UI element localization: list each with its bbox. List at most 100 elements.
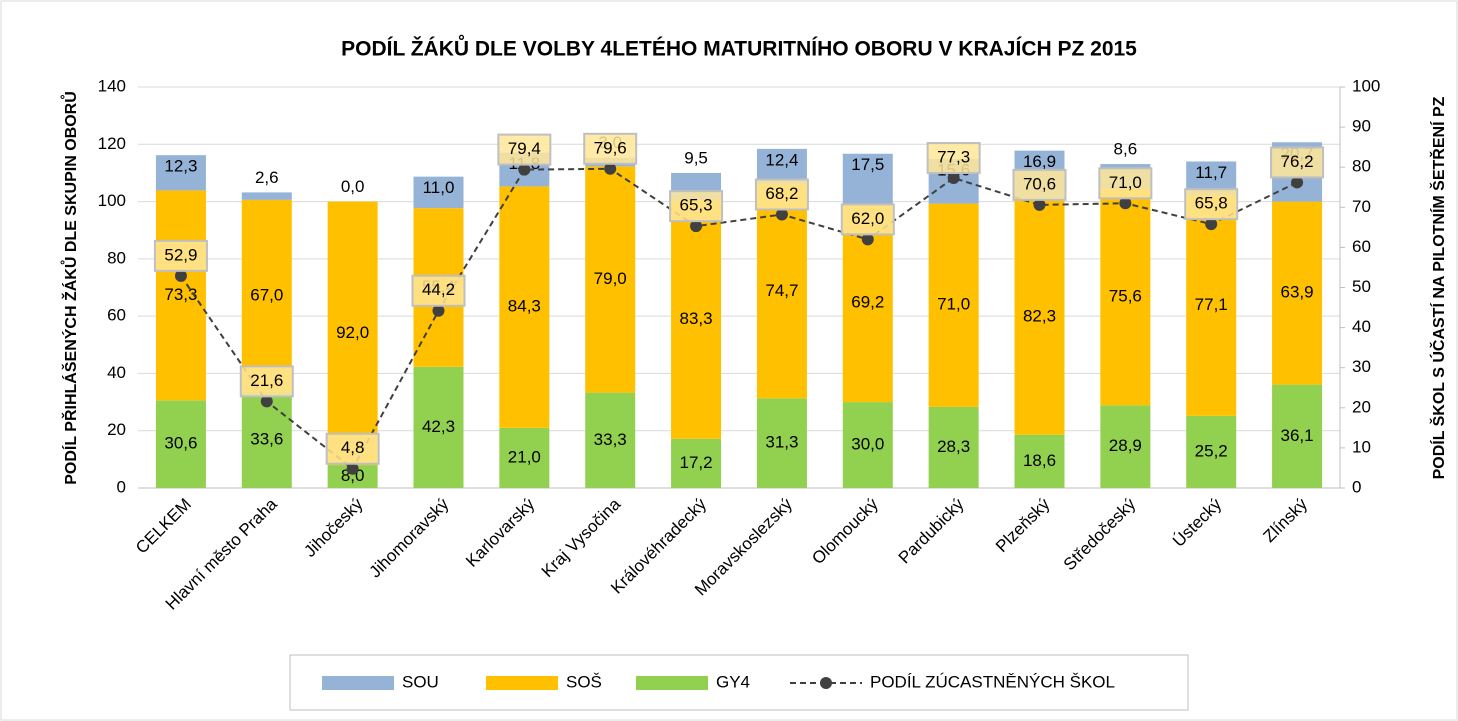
bar-segment bbox=[241, 192, 292, 200]
bar-segment bbox=[1100, 188, 1151, 406]
bar-segment bbox=[413, 176, 464, 209]
legend-swatch bbox=[486, 676, 558, 690]
y-axis-title: PODÍL PŘIHLÁŠENÝCH ŽÁKŮ DLE SKUPIN OBORŮ bbox=[60, 91, 80, 485]
data-label: 30,6 bbox=[164, 434, 197, 453]
label-box bbox=[1098, 167, 1153, 200]
label-box bbox=[497, 133, 552, 166]
label-box bbox=[583, 132, 638, 165]
data-label: 76,2 bbox=[1281, 152, 1314, 171]
data-label: 84,3 bbox=[508, 297, 541, 316]
data-label: 44,2 bbox=[422, 280, 455, 299]
data-label: 71,0 bbox=[1109, 173, 1142, 192]
data-label: 17,5 bbox=[851, 155, 884, 174]
line-marker bbox=[260, 395, 273, 408]
legend-label: SOU bbox=[402, 672, 439, 691]
data-label: 11,7 bbox=[1195, 163, 1227, 182]
data-label: 4,8 bbox=[341, 438, 365, 457]
y-tick-label: 140 bbox=[98, 76, 126, 95]
line-marker bbox=[1291, 176, 1304, 189]
y2-axis-title: PODÍL ŠKOL S ÚČASTÍ NA PILOTNÍM ŠETŘENÍ … bbox=[1429, 96, 1448, 479]
data-label: 11,0 bbox=[423, 178, 455, 197]
bar-segment bbox=[1014, 198, 1065, 435]
line-marker bbox=[775, 208, 788, 221]
y-tick-label: 100 bbox=[98, 191, 126, 210]
data-label: 92,0 bbox=[336, 323, 369, 342]
y-tick-label: 20 bbox=[107, 420, 126, 439]
line-marker bbox=[518, 163, 531, 176]
data-label: 16,9 bbox=[1023, 152, 1056, 171]
line-marker bbox=[432, 304, 445, 317]
y2-tick-label: 90 bbox=[1352, 117, 1371, 136]
label-box bbox=[926, 142, 981, 175]
data-label: 71,0 bbox=[937, 295, 970, 314]
bar-segment bbox=[327, 465, 378, 488]
bar-segment bbox=[1014, 434, 1065, 488]
data-label: 17,2 bbox=[680, 453, 713, 472]
y2-tick-label: 10 bbox=[1352, 437, 1371, 456]
bar-segment bbox=[499, 186, 550, 428]
y2-tick-label: 70 bbox=[1352, 197, 1371, 216]
line-marker bbox=[861, 233, 874, 246]
bar-segment bbox=[155, 155, 206, 191]
y2-tick-label: 30 bbox=[1352, 357, 1371, 376]
data-label: 69,2 bbox=[851, 292, 884, 311]
data-label: 12,3 bbox=[164, 157, 197, 176]
bar-segment bbox=[842, 153, 893, 204]
data-label: 77,1 bbox=[1195, 295, 1228, 314]
line-marker bbox=[604, 162, 617, 175]
data-label: 33,6 bbox=[250, 429, 283, 448]
data-label: 79,6 bbox=[594, 138, 627, 157]
data-label: 79,4 bbox=[508, 139, 541, 158]
legend-marker bbox=[820, 677, 832, 689]
data-label: 82,3 bbox=[1023, 306, 1056, 325]
legend-swatch bbox=[636, 676, 708, 690]
bar-segment bbox=[585, 392, 636, 488]
bar-segment bbox=[1100, 405, 1151, 488]
legend-label: GY4 bbox=[716, 672, 750, 691]
data-label: 63,9 bbox=[1281, 283, 1314, 302]
label-box bbox=[669, 190, 724, 223]
data-label: 70,6 bbox=[1023, 174, 1056, 193]
label-box bbox=[239, 365, 294, 398]
data-label: 68,2 bbox=[765, 184, 798, 203]
data-label: 65,3 bbox=[680, 196, 713, 215]
line-marker bbox=[1033, 198, 1046, 211]
line-marker bbox=[947, 172, 960, 185]
data-label: 75,6 bbox=[1109, 286, 1142, 305]
data-label: 83,3 bbox=[680, 309, 713, 328]
data-label: 52,9 bbox=[164, 245, 197, 264]
y2-tick-label: 80 bbox=[1352, 157, 1371, 176]
data-label: 73,3 bbox=[164, 285, 197, 304]
y2-tick-label: 0 bbox=[1352, 477, 1361, 496]
bar-segment bbox=[671, 200, 722, 439]
label-box bbox=[411, 274, 466, 307]
label-box bbox=[325, 432, 380, 465]
bar-segment bbox=[1272, 201, 1323, 385]
data-label: 25,2 bbox=[1195, 441, 1228, 460]
data-label: 8,6 bbox=[1114, 140, 1138, 159]
label-box bbox=[1184, 188, 1239, 221]
y2-tick-label: 40 bbox=[1352, 317, 1371, 336]
bar-segment bbox=[1186, 194, 1237, 416]
bar-segment bbox=[1186, 415, 1237, 488]
bar-segment bbox=[499, 427, 550, 488]
y2-tick-label: 20 bbox=[1352, 397, 1371, 416]
data-label: 18,6 bbox=[1023, 451, 1056, 470]
bar-segment bbox=[928, 203, 979, 407]
y2-tick-label: 100 bbox=[1352, 76, 1380, 95]
bar-segment bbox=[155, 190, 206, 401]
bar-segment bbox=[413, 366, 464, 488]
data-label: 12,4 bbox=[765, 150, 798, 169]
bar-segment bbox=[756, 398, 807, 488]
label-box bbox=[840, 203, 895, 236]
y-tick-label: 80 bbox=[107, 248, 126, 267]
data-label: 21,6 bbox=[250, 371, 283, 390]
data-label: 74,7 bbox=[765, 281, 798, 300]
data-label: 21,0 bbox=[508, 447, 541, 466]
label-box bbox=[1012, 168, 1067, 201]
chart-title: PODÍL ŽÁKŮ DLE VOLBY 4LETÉHO MATURITNÍHO… bbox=[341, 35, 1137, 61]
label-box bbox=[153, 239, 208, 272]
